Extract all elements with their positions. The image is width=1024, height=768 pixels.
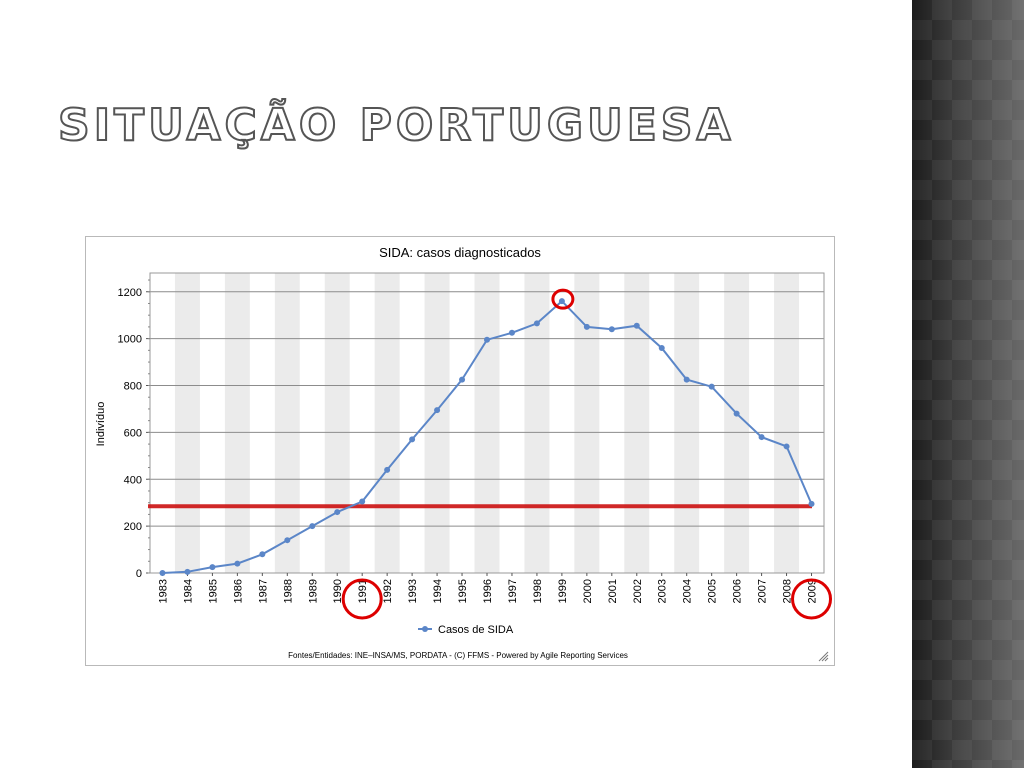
chart-frame: 0 200 400 600 800 1000 1200 1983 1984 1985 1986 198…	[85, 236, 835, 666]
legend-label: Casos de SIDA	[438, 624, 514, 636]
x-tick-label: 2008	[782, 579, 794, 603]
y-tick-label: 400	[124, 474, 142, 486]
data-point	[184, 568, 191, 575]
x-tick-label: 1998	[532, 579, 544, 603]
category-band	[274, 273, 300, 573]
x-tick-label: 1993	[407, 579, 419, 603]
highlight-circle-year	[341, 578, 383, 620]
x-tick-label: 2006	[732, 579, 744, 603]
data-point	[259, 551, 266, 558]
slide-title: SITUAÇÃO PORTUGUESA	[57, 99, 735, 152]
x-tick-label: 1994	[432, 579, 444, 603]
data-point	[608, 326, 615, 333]
x-tick-label: 1997	[507, 579, 519, 603]
data-point	[533, 320, 540, 327]
data-point	[708, 383, 715, 390]
sida-line-chart: 0 200 400 600 800 1000 1200 1983 1984 1985 1986 198…	[95, 245, 833, 662]
data-point	[808, 500, 815, 507]
category-band	[474, 273, 500, 573]
highlight-circle-peak	[551, 288, 575, 310]
data-point	[558, 298, 565, 305]
data-point	[384, 466, 391, 473]
category-band	[524, 273, 550, 573]
x-tick-label: 1991	[357, 579, 369, 603]
x-tick-label: 1988	[282, 579, 294, 603]
data-point	[234, 560, 241, 567]
decorative-side-panel	[912, 0, 1024, 768]
x-tick-label: 2005	[707, 579, 719, 603]
legend: Casos de SIDA	[418, 624, 514, 636]
x-tick-label: 1990	[332, 579, 344, 603]
x-tick-label: 2009	[807, 579, 819, 603]
category-band	[624, 273, 650, 573]
category-band	[424, 273, 450, 573]
x-tick-label: 2001	[607, 579, 619, 603]
data-point	[284, 537, 291, 544]
y-tick-label: 800	[124, 381, 142, 393]
data-point	[658, 345, 665, 351]
data-point	[409, 436, 416, 443]
resize-grip-icon[interactable]	[818, 651, 829, 662]
y-tick-label: 1200	[118, 287, 142, 299]
data-point	[484, 336, 490, 343]
y-axis-label: Indivíduo	[95, 402, 107, 447]
data-point	[758, 434, 765, 441]
x-tick-label: 2003	[657, 579, 669, 603]
chart-footer-source: Fontes/Entidades: INE–INSA/MS, PORDATA -…	[288, 651, 628, 660]
category-band	[774, 273, 800, 573]
data-point	[309, 523, 316, 530]
data-point	[508, 329, 515, 336]
data-point	[434, 407, 441, 414]
x-tick-label: 1989	[307, 579, 319, 603]
data-point	[733, 410, 740, 417]
highlight-circle-year	[791, 578, 833, 620]
x-tick-label: 2007	[757, 579, 769, 603]
alternating-bands	[174, 273, 800, 573]
data-point	[633, 322, 640, 329]
y-tick-label: 1000	[118, 334, 142, 346]
axes: 0 200 400 600 800 1000 1200 1983 1984 1985 1986 198…	[118, 272, 825, 603]
data-point	[459, 376, 466, 383]
x-tick-label: 1984	[182, 579, 194, 603]
category-band	[174, 273, 200, 573]
data-point	[683, 376, 690, 383]
category-band	[224, 273, 250, 573]
x-tick-label: 1986	[232, 579, 244, 603]
y-tick-label: 200	[124, 521, 142, 533]
data-point	[209, 564, 216, 571]
x-tick-label: 2004	[682, 579, 694, 603]
x-tick-label: 1995	[457, 579, 469, 603]
category-band	[324, 273, 350, 573]
chart-title: SIDA: casos diagnosticados	[379, 245, 541, 260]
x-tick-label: 1987	[257, 579, 269, 603]
legend-marker	[422, 626, 428, 632]
x-tick-label: 1983	[157, 579, 169, 603]
data-point	[334, 509, 341, 516]
x-tick-label: 1992	[382, 579, 394, 603]
data-point	[583, 323, 590, 330]
data-point	[359, 498, 366, 505]
x-tick-label: 2002	[632, 579, 644, 603]
y-tick-label: 600	[124, 427, 142, 439]
series-group	[159, 298, 815, 576]
x-tick-label: 2000	[582, 579, 594, 603]
category-band	[374, 273, 400, 573]
annotation-circles	[341, 288, 833, 620]
category-band	[724, 273, 750, 573]
y-tick-label: 0	[136, 568, 142, 580]
x-tick-label: 1999	[557, 579, 569, 603]
data-point	[159, 570, 166, 576]
data-point	[783, 443, 790, 450]
x-tick-label: 1985	[207, 579, 219, 603]
x-tick-label: 1996	[482, 579, 494, 603]
category-band	[574, 273, 600, 573]
category-band	[674, 273, 700, 573]
